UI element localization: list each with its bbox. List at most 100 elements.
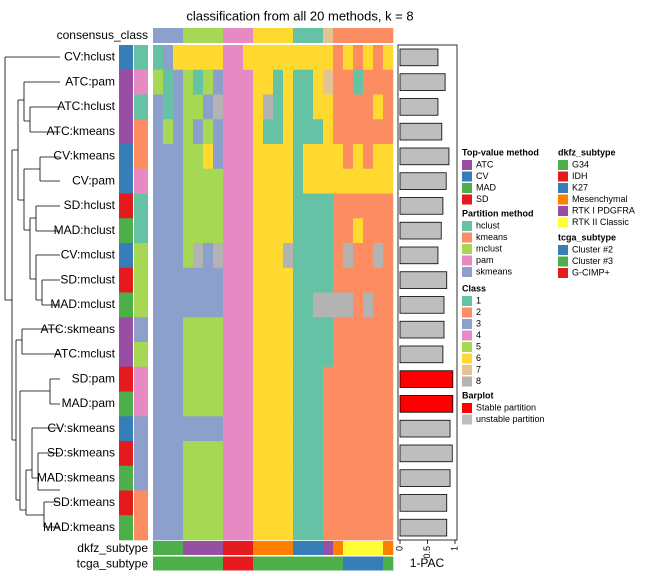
heatmap-cell [313,144,324,170]
heatmap-cell [203,515,214,541]
heatmap-cell [193,416,204,442]
heatmap-cell [353,69,364,95]
heatmap-cell [263,441,274,467]
heatmap-cell [353,119,364,145]
legend-swatch [558,160,568,170]
heatmap-cell [263,267,274,293]
partition-cell [134,243,148,269]
heatmap-cell [153,168,164,194]
heatmap-cell [343,292,354,318]
consensus-label: consensus_class [57,28,148,42]
partition-cell [134,144,148,170]
heatmap-cell [323,243,334,269]
heatmap-cell [273,292,284,318]
consensus-cell [343,28,354,43]
legend-title: Barplot [462,390,494,400]
heatmap-cell [303,515,314,541]
heatmap-cell [253,218,264,244]
heatmap-cell [243,366,254,392]
heatmap-cell [353,515,364,541]
heatmap-cell [283,342,294,368]
heatmap-cell [273,119,284,145]
heatmap-cell [163,317,174,343]
top-value-cell [119,119,133,145]
partition-cell [134,465,148,491]
heatmap-cell [353,243,364,269]
heatmap-cell [263,416,274,442]
heatmap-cell [203,94,214,120]
heatmap-cell [203,144,214,170]
bar [399,419,451,438]
consensus-cell [293,28,304,43]
heatmap-cell [183,168,194,194]
row-label: MAD:skmeans [37,470,115,484]
heatmap-cell [173,416,184,442]
heatmap-cell [373,441,384,467]
legend-swatch [462,296,472,306]
annotation-cell [243,556,254,571]
partition-cell [134,366,148,392]
heatmap-cell [253,366,264,392]
heatmap-cell [173,490,184,516]
heatmap-cell [203,441,214,467]
heatmap-cell [153,193,164,219]
heatmap-cell [253,465,264,491]
row-label: ATC:kmeans [47,124,115,138]
heatmap-cell [343,119,354,145]
heatmap-cell [363,416,374,442]
barplot-frame [397,44,458,541]
heatmap-cell [263,69,274,95]
heatmap-cell [173,317,184,343]
heatmap-cell [153,69,164,95]
heatmap-cell [173,267,184,293]
heatmap-cell [263,366,274,392]
heatmap-cell [213,218,224,244]
heatmap-cell [243,243,254,269]
heatmap-cell [183,267,194,293]
heatmap-cell [233,144,244,170]
heatmap-cell [233,168,244,194]
heatmap-cell [223,416,234,442]
heatmap-cell [313,465,324,491]
legend-swatch [462,376,472,387]
heatmap-cell [243,94,254,120]
heatmap-cell [363,193,374,219]
legend-swatch [462,307,472,318]
heatmap-cell [233,69,244,95]
heatmap-cell [303,193,314,219]
heatmap-cell [243,45,254,71]
heatmap-cell [383,366,394,392]
annotation-cell [233,541,244,555]
heatmap-cell [293,144,304,170]
legend-label: RTK II Classic [572,217,629,227]
heatmap-cell [193,168,204,194]
heatmap-cell [233,193,244,219]
heatmap-cell [253,267,264,293]
x-tick-label: 0.5 [422,546,432,559]
consensus-cell [383,28,394,43]
heatmap-cell [173,441,184,467]
bar [399,73,446,91]
heatmap-cell [303,168,314,194]
heatmap-cell [373,193,384,219]
heatmap-cell [163,193,174,219]
top-value-cell [119,366,133,392]
consensus-cell [223,28,234,43]
heatmap-cell [363,490,374,516]
heatmap-cell [213,342,224,368]
heatmap-cell [183,193,194,219]
heatmap-cell [263,391,274,417]
partition-cell [134,119,148,145]
legend-label: G-CIMP+ [572,267,610,277]
heatmap-cell [323,441,334,467]
heatmap-cell [273,193,284,219]
heatmap-cell [273,342,284,368]
bar [399,345,444,364]
top-value-cell [119,69,133,95]
heatmap-cell [303,119,314,145]
consensus-cell [283,28,294,43]
consensus-cell [213,28,224,43]
heatmap-cell [273,366,284,392]
heatmap-cell [283,317,294,343]
heatmap-cell [213,366,224,392]
